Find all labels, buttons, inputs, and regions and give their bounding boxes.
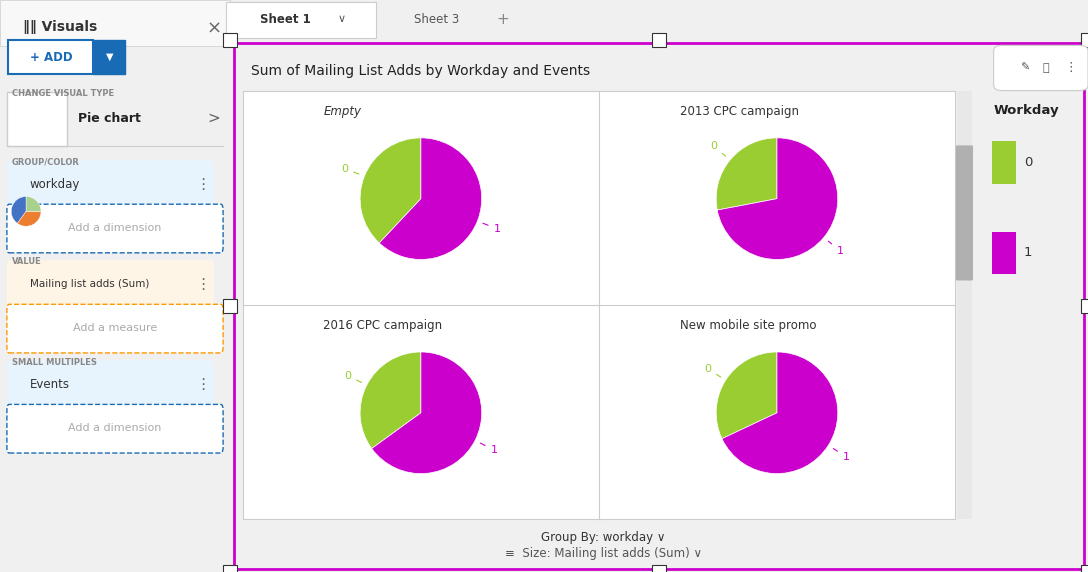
FancyBboxPatch shape xyxy=(7,304,223,353)
Text: + ADD: + ADD xyxy=(29,51,73,63)
Text: +: + xyxy=(496,11,509,27)
Text: 1: 1 xyxy=(480,443,497,455)
Text: 1: 1 xyxy=(1024,247,1033,259)
Text: Mailing list adds (Sum): Mailing list adds (Sum) xyxy=(29,279,149,289)
Text: ⋮: ⋮ xyxy=(195,277,210,292)
Text: 0: 0 xyxy=(342,164,359,174)
Wedge shape xyxy=(360,352,421,448)
Bar xyxy=(1081,565,1088,572)
Text: ⋮: ⋮ xyxy=(195,377,210,392)
Text: Add a measure: Add a measure xyxy=(73,323,157,333)
Bar xyxy=(956,90,973,519)
Bar xyxy=(1081,33,1088,47)
Wedge shape xyxy=(11,196,26,224)
FancyBboxPatch shape xyxy=(956,145,973,280)
Bar xyxy=(223,299,237,313)
FancyBboxPatch shape xyxy=(8,40,94,74)
FancyBboxPatch shape xyxy=(7,160,214,209)
Bar xyxy=(1081,299,1088,313)
Wedge shape xyxy=(716,138,777,210)
Text: CHANGE VISUAL TYPE: CHANGE VISUAL TYPE xyxy=(12,89,113,98)
FancyBboxPatch shape xyxy=(993,45,1088,90)
Text: 0: 0 xyxy=(345,371,361,383)
Text: Sheet 1: Sheet 1 xyxy=(260,13,311,26)
Text: VALUE: VALUE xyxy=(12,257,41,267)
FancyBboxPatch shape xyxy=(7,360,214,409)
Text: ∨: ∨ xyxy=(337,14,345,24)
Wedge shape xyxy=(17,211,41,226)
Text: Pie chart: Pie chart xyxy=(78,112,141,125)
Bar xyxy=(223,565,237,572)
Text: Sum of Mailing List Adds by Workday and Events: Sum of Mailing List Adds by Workday and … xyxy=(251,64,591,78)
Wedge shape xyxy=(380,138,482,260)
FancyBboxPatch shape xyxy=(225,2,375,38)
Wedge shape xyxy=(717,138,838,260)
Text: ⋮: ⋮ xyxy=(1065,61,1077,74)
Wedge shape xyxy=(26,196,41,211)
Bar xyxy=(652,565,666,572)
Text: ⤢: ⤢ xyxy=(1042,63,1049,73)
FancyBboxPatch shape xyxy=(7,260,214,309)
Wedge shape xyxy=(372,352,482,474)
Bar xyxy=(652,33,666,47)
Text: 1: 1 xyxy=(828,241,843,256)
Text: Group By: workday ∨: Group By: workday ∨ xyxy=(541,531,666,544)
Text: ‖‖ Visuals: ‖‖ Visuals xyxy=(23,20,97,34)
FancyBboxPatch shape xyxy=(7,204,223,253)
Text: Empty: Empty xyxy=(323,105,361,118)
Text: Sheet 3: Sheet 3 xyxy=(415,13,460,26)
Text: 1: 1 xyxy=(833,448,850,462)
Text: ⋮: ⋮ xyxy=(195,177,210,192)
Text: Add a dimension: Add a dimension xyxy=(69,223,162,233)
Bar xyxy=(0,0,230,46)
Text: Workday: Workday xyxy=(993,104,1060,117)
Text: 1: 1 xyxy=(483,223,500,234)
Text: ✎: ✎ xyxy=(1021,63,1029,73)
Text: workday: workday xyxy=(29,178,81,190)
FancyBboxPatch shape xyxy=(94,40,125,74)
Text: 2013 CPC campaign: 2013 CPC campaign xyxy=(680,105,799,118)
Text: New mobile site promo: New mobile site promo xyxy=(680,319,816,332)
Text: 0: 0 xyxy=(704,364,720,377)
Text: 2016 CPC campaign: 2016 CPC campaign xyxy=(323,319,443,332)
Text: ≡  Size: Mailing list adds (Sum) ∨: ≡ Size: Mailing list adds (Sum) ∨ xyxy=(505,547,702,560)
Bar xyxy=(992,232,1016,274)
FancyBboxPatch shape xyxy=(7,404,223,453)
Text: GROUP/COLOR: GROUP/COLOR xyxy=(12,157,79,166)
Text: ×: × xyxy=(207,20,222,38)
Text: Events: Events xyxy=(29,378,70,391)
Text: Add a dimension: Add a dimension xyxy=(69,423,162,434)
Bar xyxy=(243,90,955,519)
Wedge shape xyxy=(716,352,777,439)
Text: SMALL MULTIPLES: SMALL MULTIPLES xyxy=(12,358,97,367)
Wedge shape xyxy=(722,352,838,474)
Text: ▼: ▼ xyxy=(106,52,113,62)
Text: >: > xyxy=(208,111,220,126)
Bar xyxy=(223,33,237,47)
Text: 0: 0 xyxy=(1024,156,1033,169)
Bar xyxy=(992,141,1016,184)
Text: 0: 0 xyxy=(710,141,726,156)
FancyBboxPatch shape xyxy=(7,92,66,146)
Wedge shape xyxy=(360,138,421,243)
